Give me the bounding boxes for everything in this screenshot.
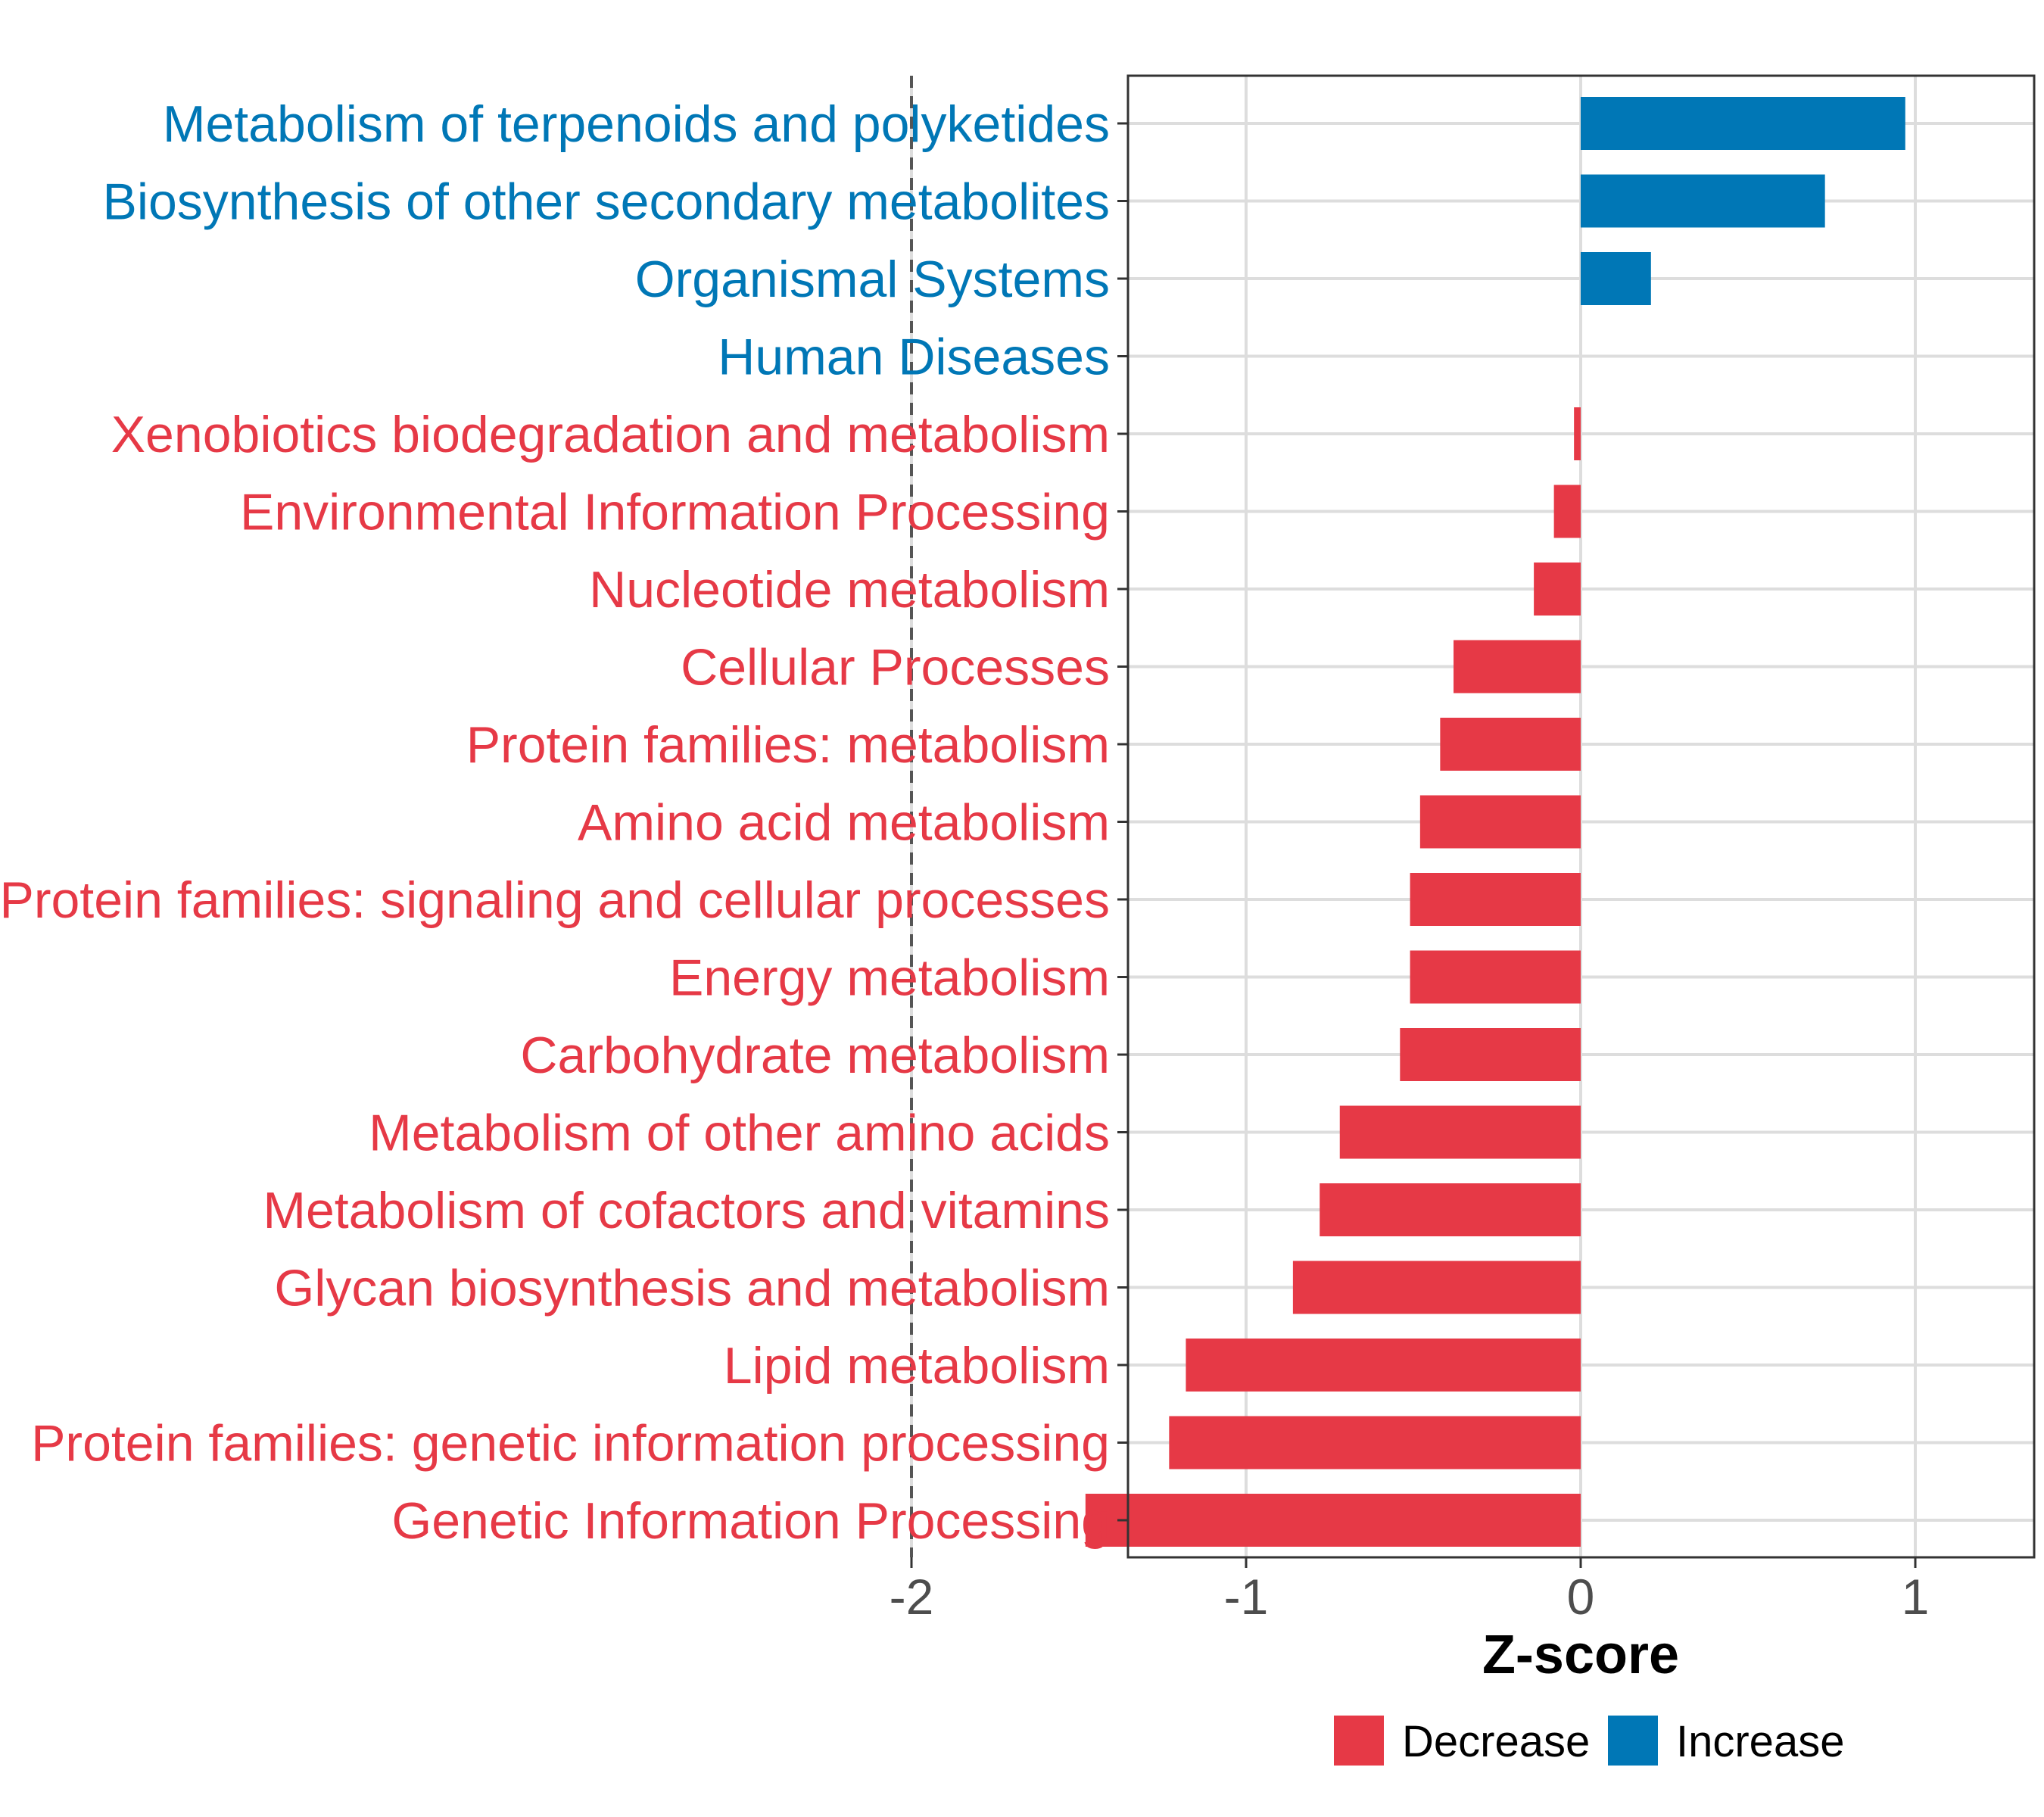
- category-label: Cellular Processes: [681, 639, 1110, 697]
- bar: [1454, 640, 1581, 693]
- bar: [1186, 1339, 1581, 1392]
- y-axis-ticks: [1117, 122, 1128, 1522]
- category-label: Environmental Information Processing: [240, 484, 1110, 541]
- legend: Decrease Increase: [1334, 1716, 1844, 1766]
- category-label: Metabolism of terpenoids and polyketides: [163, 95, 1110, 153]
- legend-label: Decrease: [1402, 1717, 1590, 1766]
- category-label: Glycan biosynthesis and metabolism: [274, 1260, 1110, 1317]
- bar: [1581, 252, 1651, 305]
- bar: [1410, 873, 1581, 926]
- category-label: Protein families: genetic information pr…: [31, 1415, 1110, 1473]
- x-tick-label: -2: [890, 1569, 934, 1625]
- x-tick-label: -1: [1224, 1569, 1269, 1625]
- category-label: Nucleotide metabolism: [589, 561, 1110, 619]
- x-tick-label: 1: [1902, 1569, 1930, 1625]
- legend-swatch: [1608, 1716, 1658, 1766]
- bar: [1419, 795, 1581, 849]
- x-axis-ticks: -2-1012: [890, 1557, 1930, 1625]
- legend-swatch: [1334, 1716, 1384, 1766]
- category-label: Lipid metabolism: [724, 1337, 1110, 1395]
- category-label: Carbohydrate metabolism: [520, 1027, 1110, 1084]
- category-label: Organismal Systems: [635, 251, 1110, 308]
- category-labels: Metabolism of terpenoids and polyketides…: [0, 95, 1110, 1550]
- reference-lines: [910, 76, 913, 1557]
- category-label: Metabolism of cofactors and vitamins: [263, 1182, 1110, 1239]
- bar: [1292, 1261, 1581, 1314]
- bar: [1581, 174, 1825, 228]
- bar: [1553, 485, 1581, 538]
- category-label: Biosynthesis of other secondary metaboli…: [103, 173, 1110, 231]
- bar: [1440, 718, 1581, 771]
- bar: [1339, 1105, 1581, 1159]
- x-axis-title: Z-score: [1482, 1625, 1679, 1685]
- bar: [1169, 1416, 1581, 1469]
- bar: [1085, 1494, 1581, 1547]
- category-label: Protein families: signaling and cellular…: [0, 871, 1110, 929]
- category-label: Xenobiotics biodegradation and metabolis…: [111, 406, 1110, 463]
- category-label: Amino acid metabolism: [578, 794, 1110, 852]
- bar: [1574, 407, 1581, 460]
- bar: [1534, 563, 1581, 616]
- bar: [1400, 1028, 1581, 1081]
- x-tick-label: 0: [1567, 1569, 1595, 1625]
- category-label: Protein families: metabolism: [466, 716, 1110, 774]
- bar: [1581, 97, 1905, 150]
- bar: [1410, 950, 1581, 1004]
- category-label: Metabolism of other amino acids: [369, 1105, 1110, 1162]
- category-label: Energy metabolism: [669, 949, 1110, 1007]
- category-label: Genetic Information Processing: [391, 1492, 1110, 1550]
- category-label: Human Diseases: [718, 329, 1110, 386]
- legend-label: Increase: [1676, 1717, 1844, 1766]
- bar: [1320, 1183, 1581, 1236]
- grid-lines: [910, 76, 2034, 1557]
- bars: [1085, 97, 1905, 1547]
